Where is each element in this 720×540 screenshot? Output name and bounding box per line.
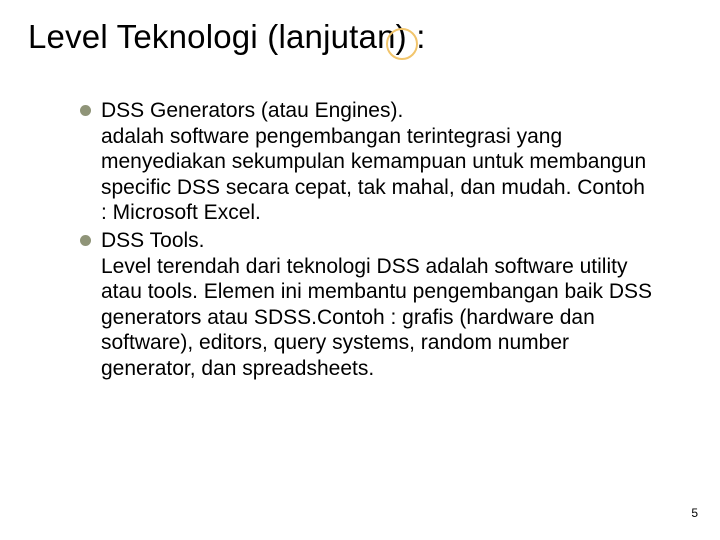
- list-item-head: DSS Generators (atau Engines).: [80, 98, 655, 124]
- page-number: 5: [691, 506, 698, 520]
- list-item-head: DSS Tools.: [80, 228, 655, 254]
- slide: Level Teknologi (lanjutan) : DSS Generat…: [0, 0, 720, 540]
- content-area: DSS Generators (atau Engines). adalah so…: [80, 98, 655, 384]
- bullet-icon: [80, 235, 91, 246]
- bullet-icon: [80, 105, 91, 116]
- list-item-title: DSS Generators (atau Engines).: [101, 98, 403, 124]
- list-item: DSS Tools. Level terendah dari teknologi…: [80, 228, 655, 382]
- accent-circle-icon: [386, 28, 418, 60]
- list-item: DSS Generators (atau Engines). adalah so…: [80, 98, 655, 226]
- list-item-body: adalah software pengembangan terintegras…: [101, 124, 655, 226]
- slide-title: Level Teknologi (lanjutan) :: [28, 18, 426, 56]
- list-item-title: DSS Tools.: [101, 228, 205, 254]
- list-item-body: Level terendah dari teknologi DSS adalah…: [101, 254, 655, 382]
